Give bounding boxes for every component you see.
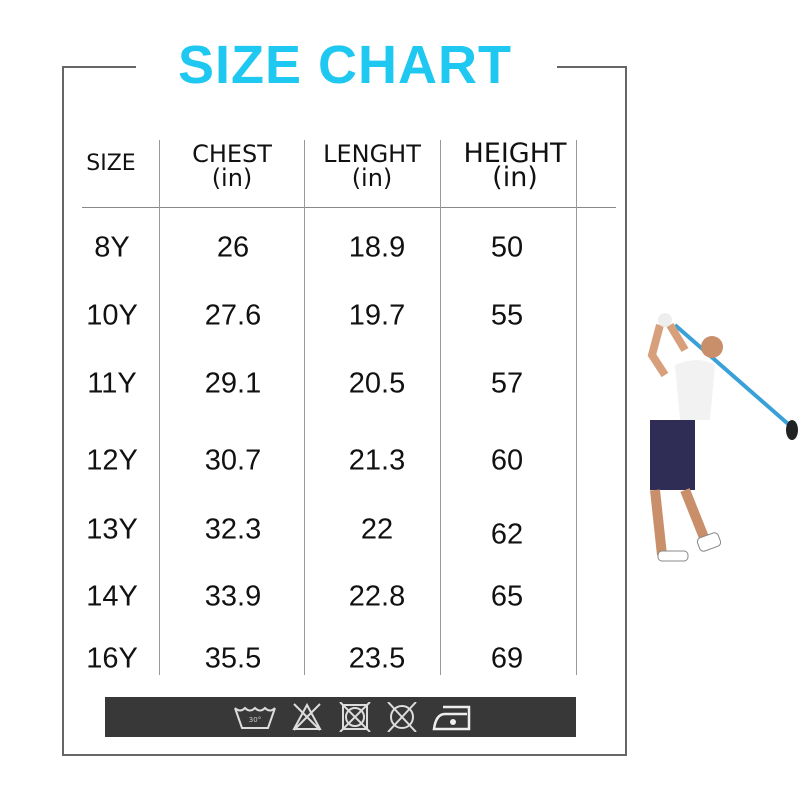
header-label: LENGHT [323,140,421,168]
cell-length: 23.5 [348,642,406,675]
cell-length: 18.9 [348,231,406,264]
cell-height: 55 [490,299,524,332]
care-instructions-bar: 30° [105,697,576,737]
cell-chest: 27.6 [204,299,262,332]
column-divider [576,140,577,675]
header-label: CHEST [192,140,272,168]
frame-right [625,66,627,756]
cell-size: 12Y [86,444,138,477]
golfer-image [647,313,798,562]
header-size: SIZE [80,152,142,176]
cell-length: 22.8 [348,580,406,613]
header-label: SIZE [86,151,136,176]
frame-top-left [62,66,136,68]
cell-size: 10Y [86,299,138,332]
header-unit: (in) [351,164,393,192]
svg-text:30°: 30° [249,716,261,724]
page-title: SIZE CHART [178,35,512,95]
frame-left [62,66,64,756]
cell-size: 16Y [86,642,138,675]
header-chest: CHEST (in) [172,142,292,190]
cell-height: 50 [490,231,524,264]
no-bleach-icon [292,702,322,731]
iron-low-icon [432,705,471,731]
cell-length: 21.3 [348,444,406,477]
column-divider [159,140,160,675]
cell-length: 20.5 [348,367,406,400]
frame-top-right [557,66,627,68]
cell-length: 22 [360,513,394,546]
frame-bottom [62,754,627,756]
cell-size: 14Y [86,580,138,613]
header-label: HEIGHT [463,138,567,169]
cell-length: 19.7 [348,299,406,332]
header-unit: (in) [211,164,253,192]
cell-chest: 26 [216,231,250,264]
cell-chest: 29.1 [204,367,262,400]
column-divider [440,140,441,675]
header-unit: (in) [492,162,538,193]
wash-30-icon: 30° [234,706,276,729]
cell-chest: 35.5 [204,642,262,675]
cell-chest: 33.9 [204,580,262,613]
cell-height: 60 [490,444,524,477]
cell-chest: 30.7 [204,444,262,477]
cell-size: 8Y [94,231,130,264]
cell-height: 62 [490,518,524,551]
no-dry-clean-icon [387,702,417,732]
header-divider [82,207,616,208]
cell-height: 57 [490,367,524,400]
cell-size: 11Y [87,367,137,400]
column-divider [304,140,305,675]
cell-chest: 32.3 [204,513,262,546]
cell-size: 13Y [86,513,138,546]
no-tumble-dry-icon [339,702,371,732]
header-length: LENGHT (in) [312,142,432,190]
cell-height: 69 [490,642,524,675]
header-height: HEIGHT (in) [450,138,580,193]
cell-height: 65 [490,580,524,613]
